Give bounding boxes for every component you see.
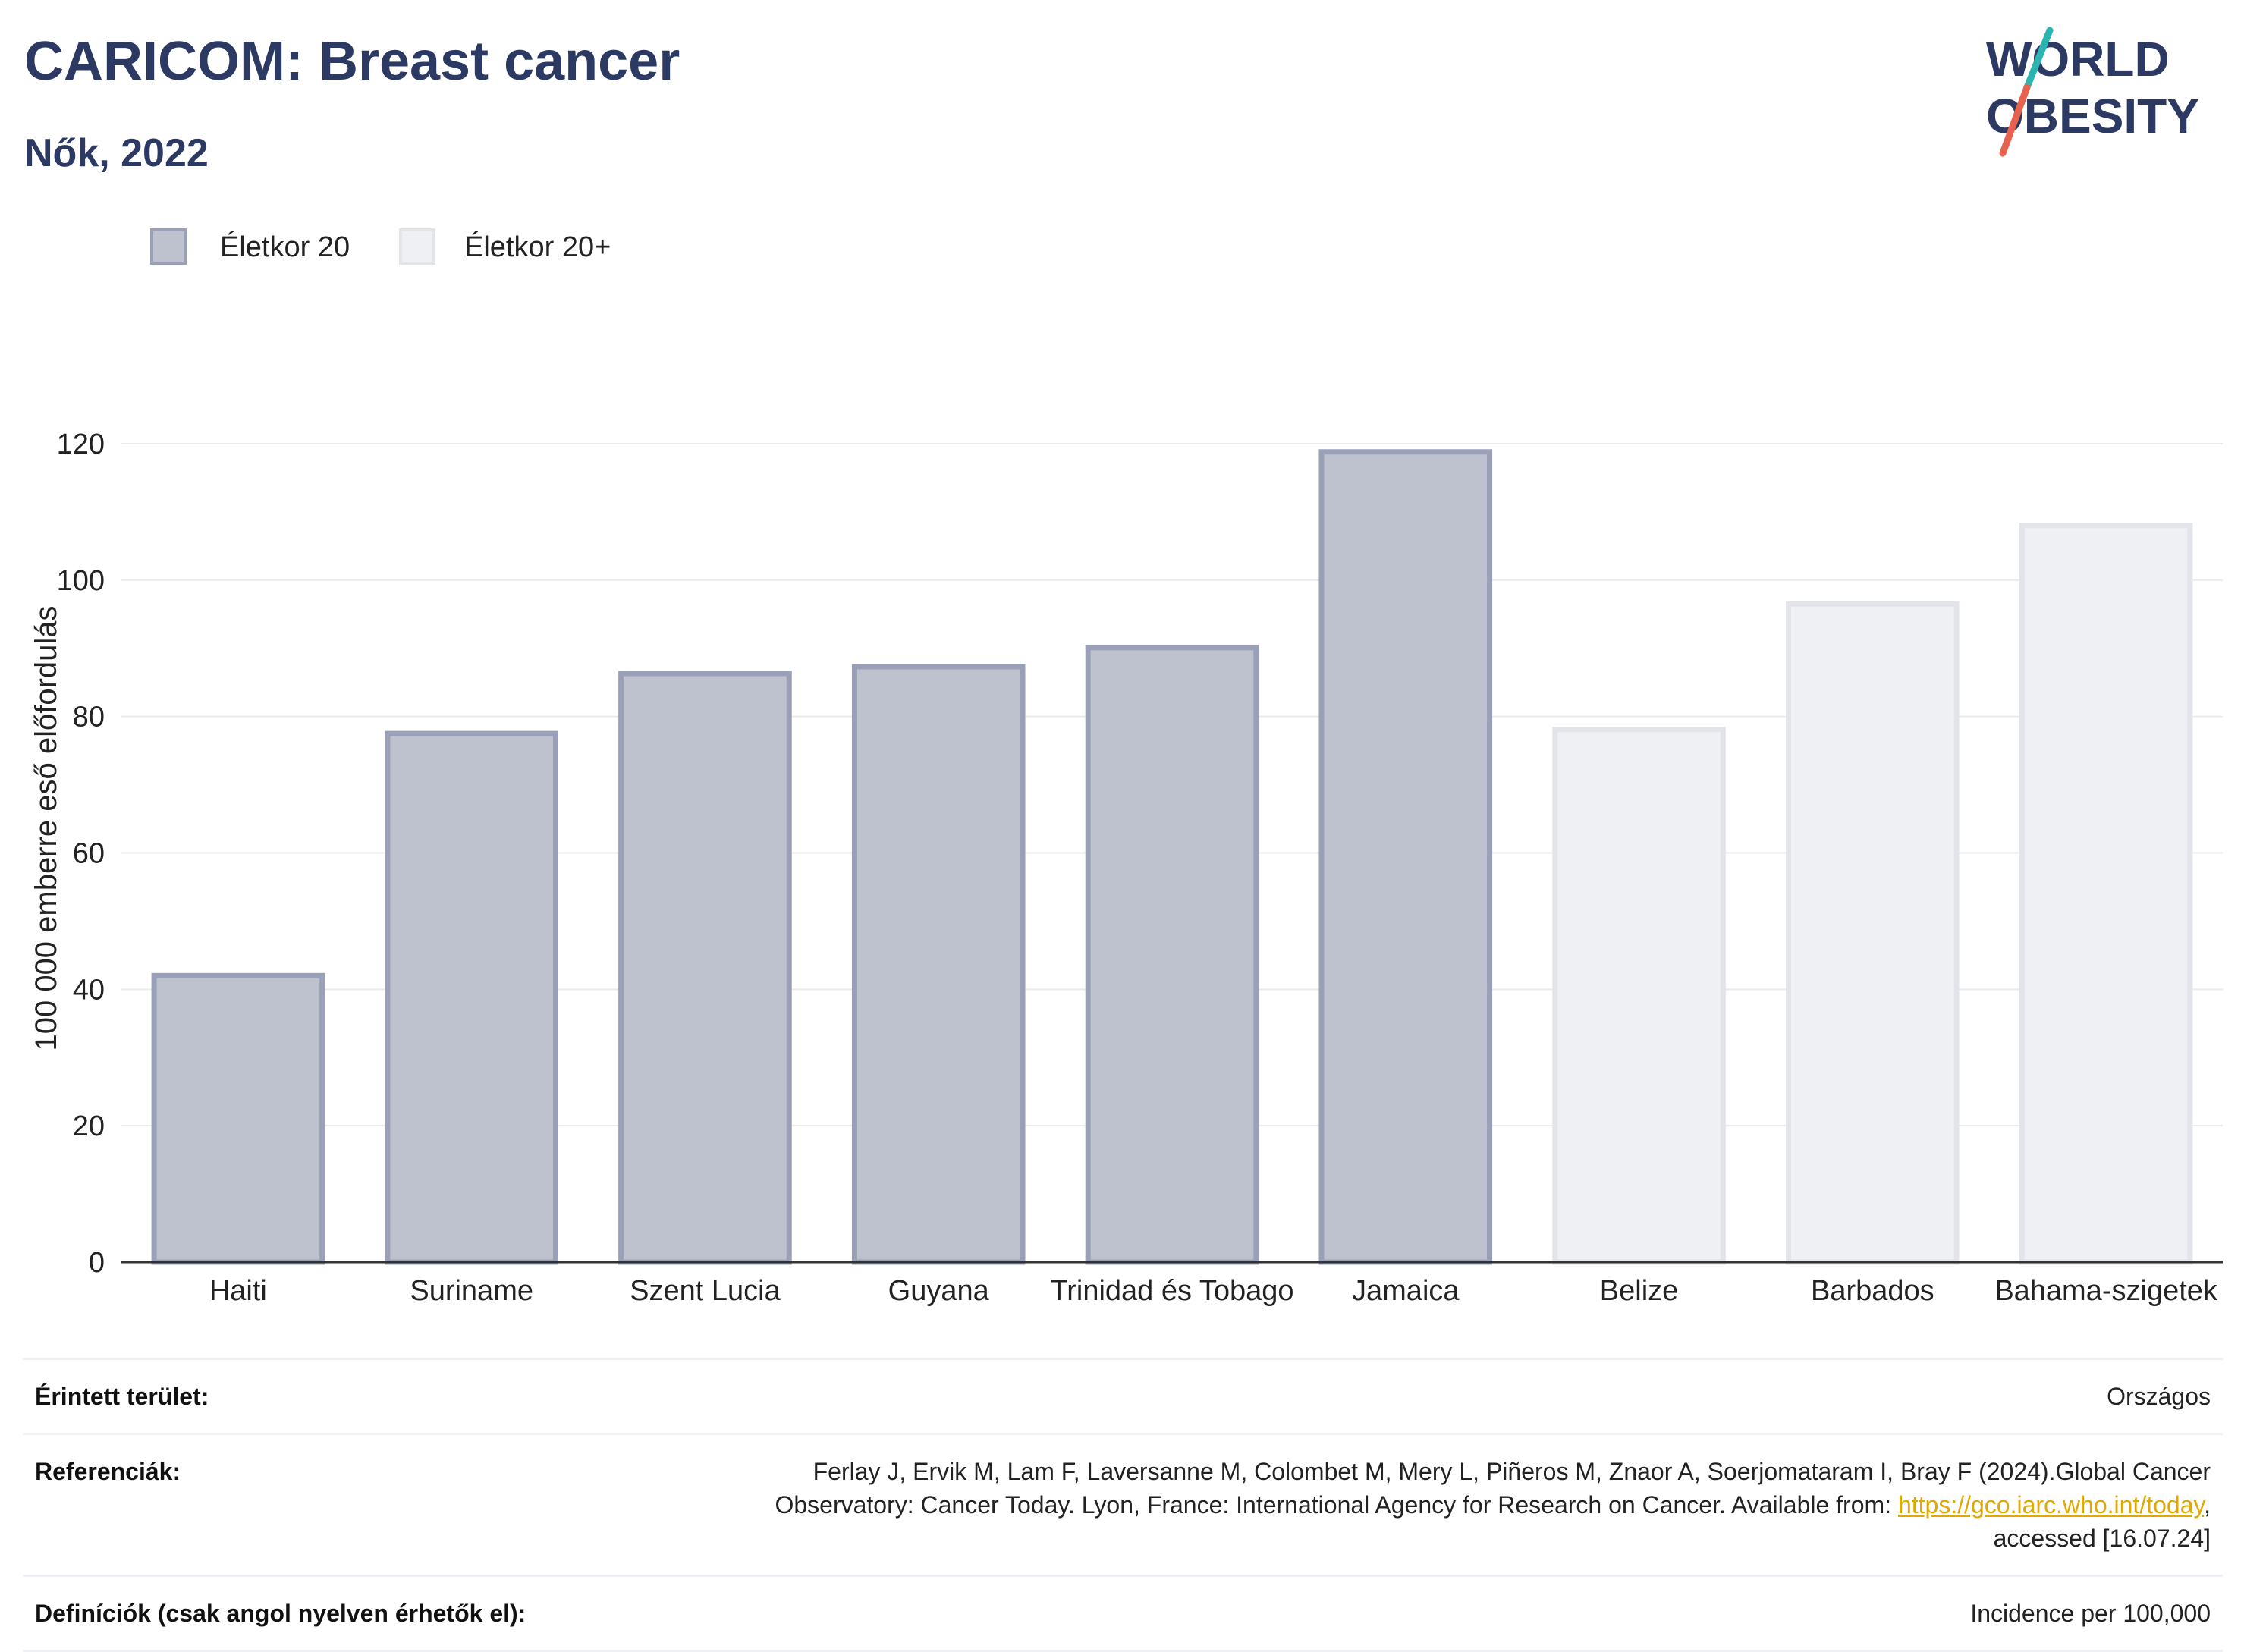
area-value: Országos xyxy=(2107,1383,2211,1410)
y-axis-label: 100 000 emberre eső előfordulás xyxy=(30,605,63,1051)
legend-swatch-age-20-plus xyxy=(399,228,435,265)
y-tick-label: 80 xyxy=(73,702,105,733)
bar-haiti[interactable] xyxy=(151,972,325,1265)
legend: Életkor 20 Életkor 20+ xyxy=(150,228,611,265)
y-tick-label: 0 xyxy=(89,1247,105,1279)
world-obesity-logo: WORLD OBESITY xyxy=(1986,27,2199,157)
footer-row-area: Érintett terület: Országos xyxy=(23,1358,2223,1433)
svg-text:WORLD: WORLD xyxy=(1986,32,2170,86)
x-tick-label: Bahama-szigetek xyxy=(1994,1275,2218,1307)
y-tick-label: 120 xyxy=(57,429,105,460)
x-tick-label: Jamaica xyxy=(1352,1275,1460,1307)
footer-row-definitions: Definíciók (csak angol nyelven érhetők e… xyxy=(23,1575,2223,1652)
chart-subtitle: Nők, 2022 xyxy=(24,131,209,175)
bar-szent-lucia[interactable] xyxy=(618,671,792,1265)
area-label: Érintett terület: xyxy=(35,1383,209,1410)
legend-swatch-age-20 xyxy=(150,228,187,265)
definitions-label: Definíciók (csak angol nyelven érhetők e… xyxy=(35,1600,526,1627)
definitions-value: Incidence per 100,000 xyxy=(1970,1600,2211,1627)
legend-label-age-20-plus: Életkor 20+ xyxy=(464,231,611,263)
bar-trinidad-s-tobago[interactable] xyxy=(1085,645,1259,1265)
references-value: Ferlay J, Ervik M, Lam F, Laversanne M, … xyxy=(775,1455,2211,1555)
bar-guyana[interactable] xyxy=(851,664,1026,1265)
y-tick-label: 100 xyxy=(57,565,105,597)
x-tick-label: Barbados xyxy=(1811,1275,1934,1307)
y-tick-label: 40 xyxy=(73,974,105,1006)
reference-line-2: Observatory: Cancer Today. Lyon, France:… xyxy=(775,1488,2211,1522)
y-tick-label: 20 xyxy=(73,1110,105,1142)
reference-link[interactable]: https://gco.iarc.who.int/today xyxy=(1897,1491,2205,1519)
x-tick-label: Trinidad és Tobago xyxy=(1050,1275,1293,1307)
reference-line-3: accessed [16.07.24] xyxy=(1993,1525,2211,1552)
x-tick-label: Belize xyxy=(1600,1275,1679,1307)
x-tick-label: Szent Lucia xyxy=(630,1275,781,1307)
bar-bahama-szigetek[interactable] xyxy=(2019,523,2193,1265)
chart-title: CARICOM: Breast cancer xyxy=(24,31,680,92)
references-label: Referenciák: xyxy=(35,1458,181,1485)
footer-row-references: Referenciák: Ferlay J, Ervik M, Lam F, L… xyxy=(23,1433,2223,1575)
bar-barbados[interactable] xyxy=(1786,601,1960,1265)
x-tick-label: Suriname xyxy=(410,1275,533,1307)
bar-suriname[interactable] xyxy=(385,730,558,1265)
x-tick-label: Guyana xyxy=(888,1275,990,1307)
info-footer: Érintett terület: Országos Referenciák: … xyxy=(23,1358,2223,1652)
reference-line-1: Ferlay J, Ervik M, Lam F, Laversanne M, … xyxy=(812,1458,2211,1485)
x-tick-label: Haiti xyxy=(209,1275,267,1307)
legend-label-age-20: Életkor 20 xyxy=(220,231,350,263)
bar-belize[interactable] xyxy=(1552,727,1726,1265)
bar-chart: Életkor 20 Életkor 20+ 0 20 40 60 80 100 120 Ha… xyxy=(30,228,2223,1307)
reference-line-2-end: , xyxy=(2204,1491,2211,1519)
bar-jamaica[interactable] xyxy=(1318,449,1493,1265)
y-tick-label: 60 xyxy=(73,837,105,869)
reference-line-2-text: Observatory: Cancer Today. Lyon, France:… xyxy=(775,1491,1898,1519)
